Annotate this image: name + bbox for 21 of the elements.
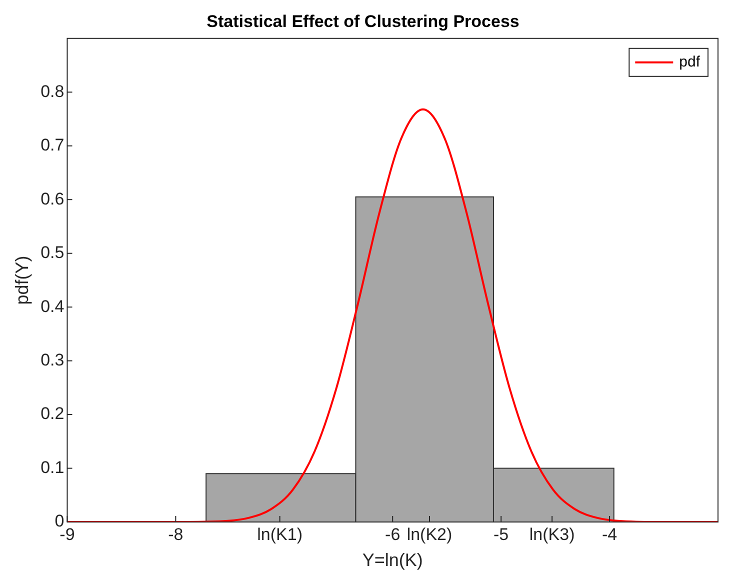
x-tick-label: -8 <box>168 524 184 544</box>
y-tick-label: 0 <box>54 512 64 531</box>
y-tick-label: 0.2 <box>40 404 64 424</box>
y-tick-label: 0.7 <box>40 136 64 155</box>
y-tick-label: 0.1 <box>40 458 64 477</box>
x-tick-label: -4 <box>602 524 618 544</box>
x-tick-label: ln(K3) <box>529 524 575 544</box>
x-tick-label: ln(K1) <box>257 524 302 544</box>
y-tick-label: 0.3 <box>40 350 64 370</box>
y-tick-label: 0.6 <box>40 189 64 208</box>
line-series <box>67 108 718 522</box>
x-tick-label: ln(K2) <box>406 524 452 544</box>
legend-label: pdf <box>679 54 701 71</box>
x-tick-label: -6 <box>385 524 400 544</box>
y-tick-label: 0.8 <box>40 82 64 101</box>
y-tick-label: 0.5 <box>40 243 64 262</box>
chart-title: Statistical Effect of Clustering Process <box>206 12 520 31</box>
y-tick-label: 0.4 <box>40 296 64 316</box>
x-tick-label: -5 <box>494 524 509 544</box>
y-axis-title: pdf(Y) <box>12 256 32 305</box>
x-axis-title: Y=ln(K) <box>362 550 423 570</box>
